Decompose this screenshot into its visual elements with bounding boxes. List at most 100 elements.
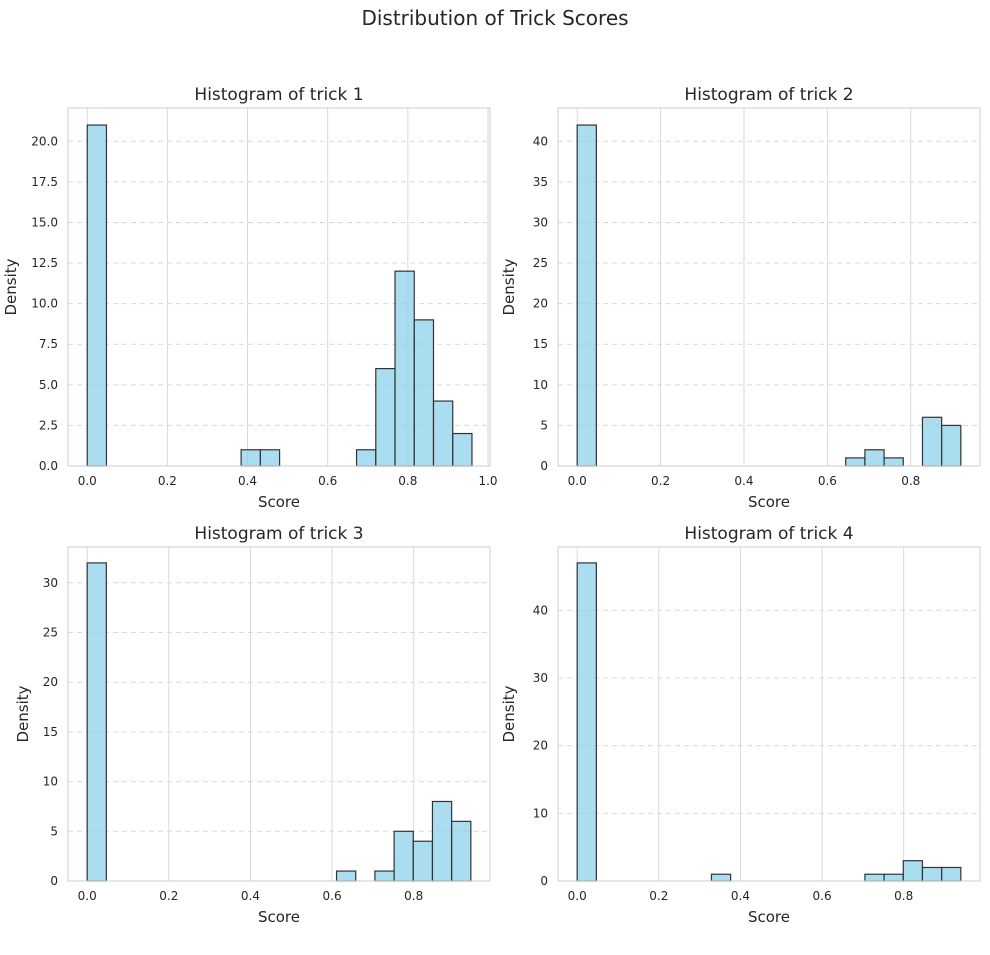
- x-tick-label: 1.0: [478, 474, 497, 488]
- y-tick-label: 25: [43, 625, 58, 639]
- y-tick-label: 10: [43, 775, 58, 789]
- histogram-bar: [86, 124, 108, 467]
- y-tick-label: 15: [43, 725, 58, 739]
- x-tick-label: 0.2: [651, 474, 670, 488]
- x-tick-label: 0.0: [568, 889, 587, 903]
- histogram-bar: [941, 866, 962, 882]
- histogram-bar: [941, 424, 962, 467]
- histogram-bar: [451, 820, 472, 882]
- y-axis-label: Density: [500, 685, 518, 742]
- y-axis-label: Density: [500, 258, 518, 315]
- histogram-bar: [374, 870, 395, 882]
- subplot-2: 0.0 0.2 0.4 0.6 0.8 0 5 10 15 20 25 30 35 40 Histogram…: [500, 85, 981, 511]
- subplot-title: Histogram of trick 2: [684, 85, 853, 105]
- histogram-bar: [576, 124, 597, 467]
- x-tick-label: 0.8: [398, 474, 417, 488]
- x-tick-label: 0.4: [734, 474, 753, 488]
- histogram-bar: [375, 367, 396, 467]
- x-tick-label: 0.4: [241, 889, 260, 903]
- figure-title: Distribution of Trick Scores: [361, 6, 629, 30]
- histogram-bar: [883, 873, 904, 882]
- y-tick-label: 30: [533, 215, 548, 229]
- x-tick-label: 0.6: [318, 474, 337, 488]
- y-tick-label: 0.0: [39, 459, 58, 473]
- y-tick-label: 10: [533, 806, 548, 820]
- histogram-bar: [86, 562, 107, 882]
- y-tick-label: 30: [43, 576, 58, 590]
- y-tick-label: 40: [533, 603, 548, 617]
- y-tick-label: 0: [540, 459, 548, 473]
- axes-frame: [67, 546, 491, 882]
- subplot-3: 0.0 0.2 0.4 0.6 0.8 0 5 10 15 20 25 30 Histogram of …: [14, 524, 491, 926]
- y-tick-label: 5: [540, 418, 548, 432]
- histogram-bar: [355, 449, 377, 467]
- y-tick-label: 40: [533, 134, 548, 148]
- histogram-bar: [335, 870, 357, 882]
- histogram-bar: [710, 873, 732, 882]
- histogram-bar: [902, 860, 924, 882]
- histogram-bar: [432, 400, 454, 467]
- y-axis-label: Density: [2, 258, 20, 315]
- histogram-bar: [452, 432, 473, 467]
- histogram-bar: [921, 416, 943, 467]
- y-tick-label: 5: [50, 824, 58, 838]
- y-tick-label: 20: [533, 739, 548, 753]
- x-tick-label: 0.8: [404, 889, 423, 903]
- y-tick-label: 10: [533, 378, 548, 392]
- histogram-bar: [412, 840, 434, 882]
- x-tick-label: 0.0: [78, 474, 97, 488]
- y-tick-label: 0: [50, 874, 58, 888]
- y-tick-label: 0: [540, 874, 548, 888]
- x-axis-label: Score: [748, 908, 790, 926]
- y-tick-label: 15: [533, 337, 548, 351]
- y-tick-label: 15.0: [31, 215, 58, 229]
- x-tick-label: 0.8: [901, 474, 920, 488]
- y-tick-label: 10.0: [31, 297, 58, 311]
- histogram-bar: [864, 449, 885, 467]
- y-tick-label: 5.0: [39, 378, 58, 392]
- y-tick-label: 2.5: [39, 418, 58, 432]
- x-axis-label: Score: [748, 493, 790, 511]
- x-tick-label: 0.2: [159, 889, 178, 903]
- x-axis-label: Score: [258, 493, 300, 511]
- y-tick-label: 17.5: [31, 175, 58, 189]
- subplot-title: Histogram of trick 1: [194, 85, 363, 105]
- y-tick-label: 20: [533, 297, 548, 311]
- y-tick-label: 35: [533, 175, 548, 189]
- x-axis-label: Score: [258, 908, 300, 926]
- histogram-bar: [921, 866, 943, 882]
- y-tick-label: 25: [533, 256, 548, 270]
- histogram-bar: [576, 562, 597, 882]
- histogram-bar: [883, 457, 904, 467]
- y-axis-label: Density: [14, 685, 32, 742]
- subplot-1: 0.0 0.2 0.4 0.6 0.8 1.0 0.0 2.5 5.0 7.5 10.0 12.5 15…: [2, 85, 498, 511]
- histogram-bar: [240, 449, 261, 467]
- x-tick-label: 0.4: [731, 889, 750, 903]
- x-tick-label: 0.6: [813, 889, 832, 903]
- x-tick-label: 0.6: [818, 474, 837, 488]
- histogram-bar: [864, 873, 885, 882]
- y-tick-label: 20.0: [31, 134, 58, 148]
- axes-frame: [557, 546, 981, 882]
- axes-frame: [67, 107, 491, 467]
- subplot-title: Histogram of trick 4: [684, 524, 853, 544]
- x-tick-label: 0.4: [238, 474, 257, 488]
- histogram-bar: [413, 319, 435, 467]
- histogram-bar: [259, 449, 281, 467]
- histogram-bar: [393, 830, 414, 882]
- histogram-bar: [394, 270, 415, 467]
- axes-frame: [557, 107, 981, 467]
- y-tick-label: 20: [43, 675, 58, 689]
- x-tick-label: 0.0: [568, 474, 587, 488]
- y-tick-label: 7.5: [39, 337, 58, 351]
- x-tick-label: 0.0: [78, 889, 97, 903]
- subplot-title: Histogram of trick 3: [194, 524, 363, 544]
- x-tick-label: 0.8: [894, 889, 913, 903]
- y-tick-label: 30: [533, 671, 548, 685]
- x-tick-label: 0.2: [158, 474, 177, 488]
- histogram-bar: [431, 800, 453, 882]
- subplot-4: 0.0 0.2 0.4 0.6 0.8 0 10 20 30 40 Histogram of tri…: [500, 524, 981, 926]
- y-tick-label: 12.5: [31, 256, 58, 270]
- histogram-bar: [845, 457, 866, 467]
